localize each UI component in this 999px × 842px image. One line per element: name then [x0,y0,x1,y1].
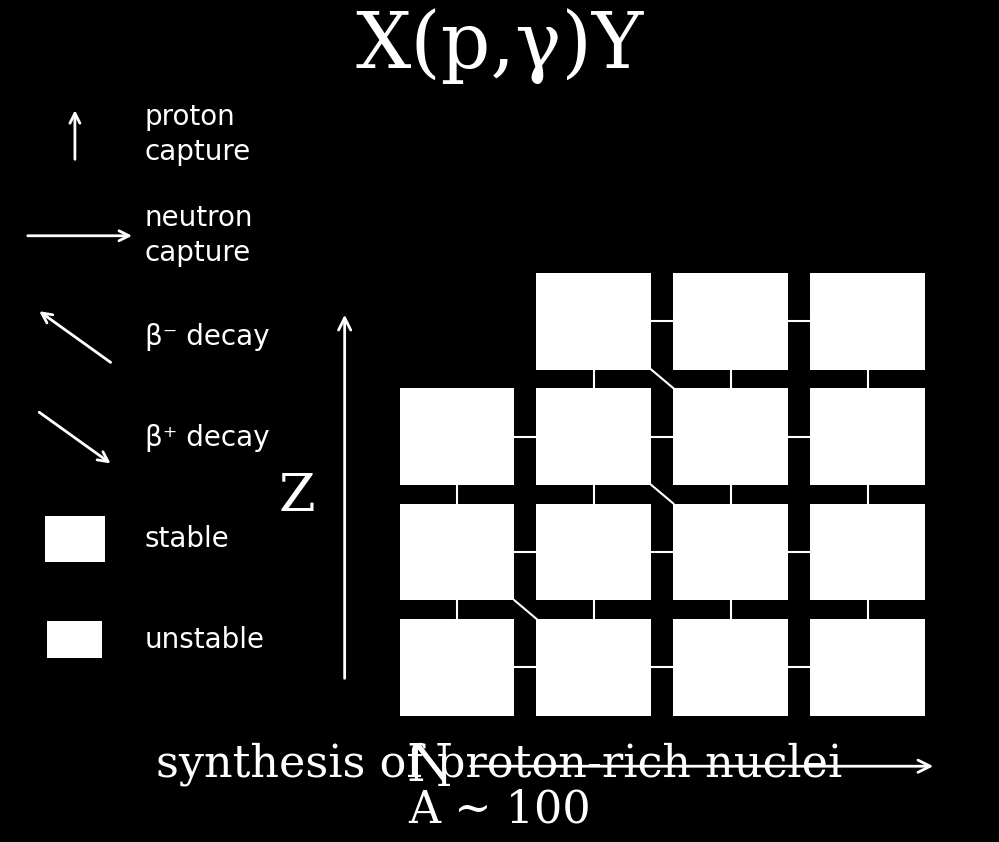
Bar [673,619,788,716]
Text: unstable: unstable [145,626,265,654]
Bar [536,273,651,370]
Bar [536,388,651,485]
Text: stable: stable [145,525,230,553]
Bar [810,388,925,485]
Text: proton
capture: proton capture [145,104,251,166]
Bar [400,504,514,600]
Bar [673,504,788,600]
Bar [810,273,925,370]
Text: N: N [407,741,454,791]
Bar [673,388,788,485]
Text: neutron
capture: neutron capture [145,205,254,267]
Bar [536,504,651,600]
Text: synthesis of proton-rich nuclei: synthesis of proton-rich nuclei [157,742,842,786]
Bar [400,388,514,485]
Bar [400,619,514,716]
Bar [810,619,925,716]
Text: Z: Z [278,471,315,522]
Bar [48,621,103,658]
Text: A ~ 100: A ~ 100 [409,788,590,832]
Text: β⁻ decay: β⁻ decay [145,322,270,351]
Bar [673,273,788,370]
Bar [45,515,105,562]
Bar [810,504,925,600]
Text: X(p,γ)Y: X(p,γ)Y [356,8,643,84]
Bar [536,619,651,716]
Text: β⁺ decay: β⁺ decay [145,424,270,452]
